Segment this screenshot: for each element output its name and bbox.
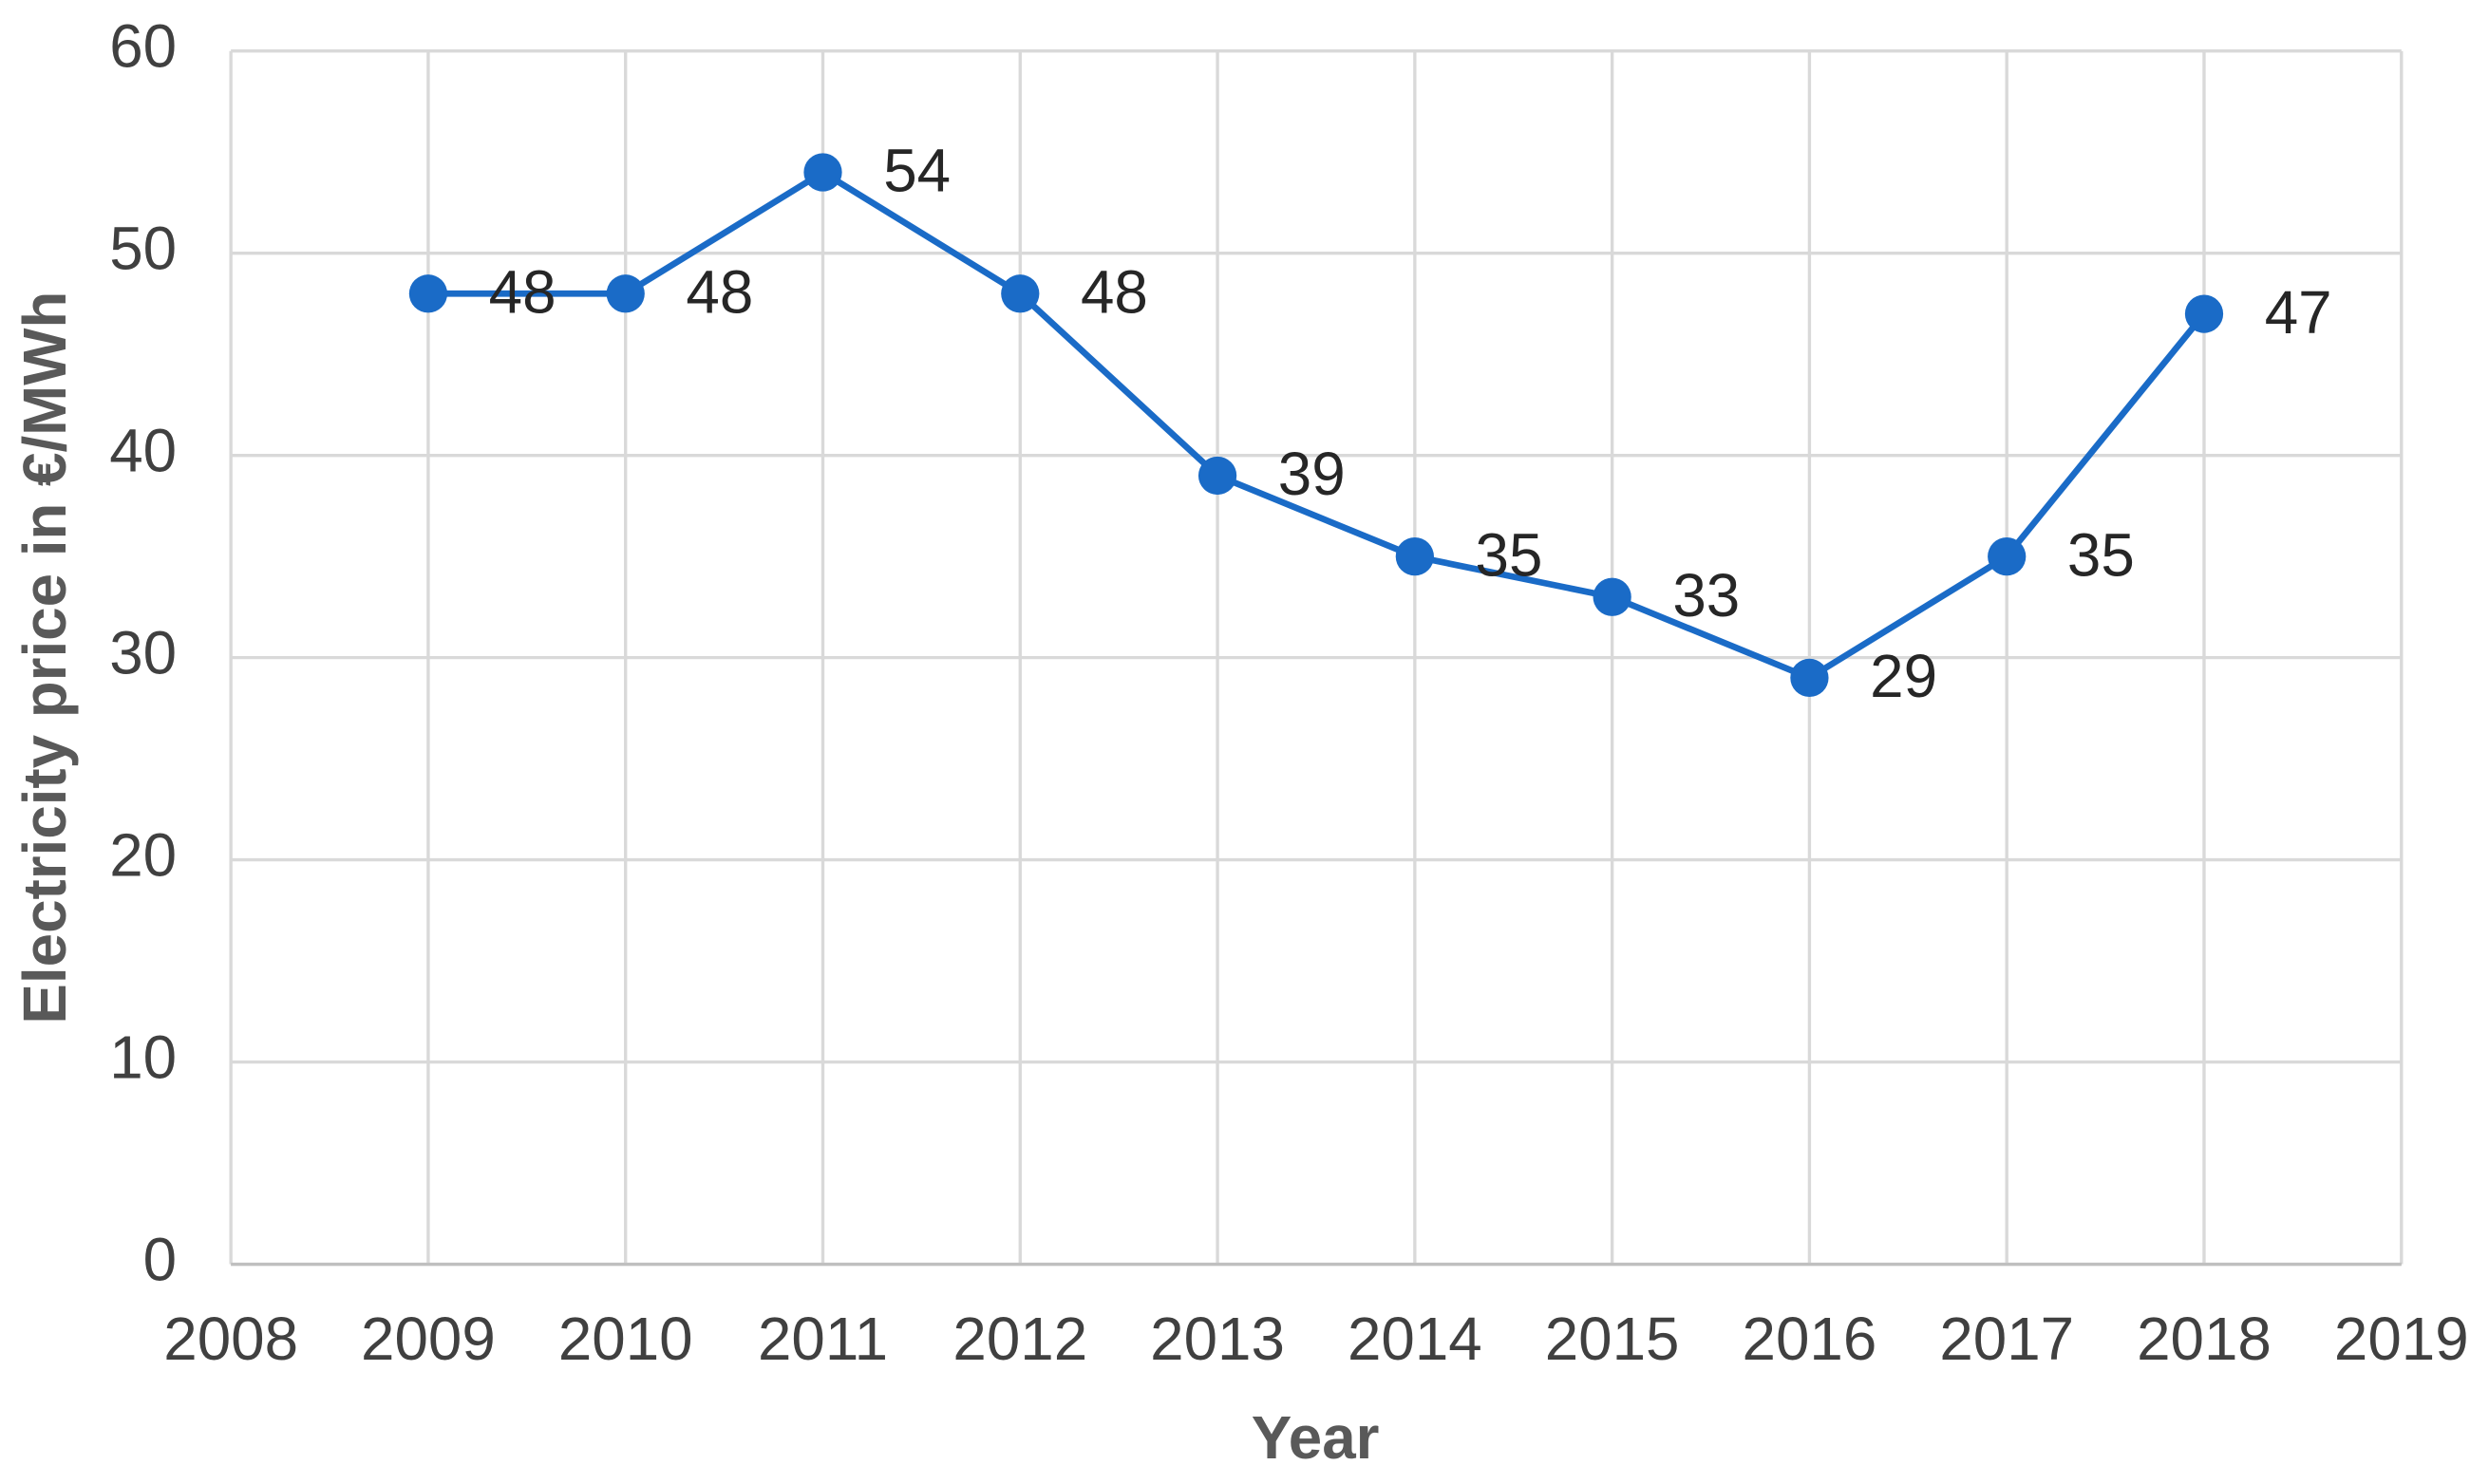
y-tick-label: 60: [109, 12, 177, 81]
y-tick-label: 10: [109, 1023, 177, 1091]
x-tick-label: 2009: [361, 1305, 496, 1373]
marker: [1790, 658, 1829, 698]
marker: [2184, 294, 2224, 333]
data-label: 29: [1870, 642, 1937, 710]
y-tick-label: 0: [143, 1225, 177, 1293]
marker: [1197, 456, 1237, 496]
x-tick-label: 2014: [1348, 1305, 1482, 1373]
x-tick-label: 2015: [1545, 1305, 1680, 1373]
data-label: 35: [2067, 520, 2135, 589]
x-tick-label: 2017: [1939, 1305, 2074, 1373]
data-label: 33: [1672, 561, 1740, 629]
data-label: 48: [686, 257, 753, 326]
x-tick-label: 2011: [758, 1305, 888, 1373]
data-label: 39: [1278, 440, 1346, 508]
x-tick-label: 2013: [1150, 1305, 1285, 1373]
y-tick-label: 40: [109, 416, 177, 484]
x-tick-label: 2018: [2137, 1305, 2272, 1373]
marker: [1001, 274, 1040, 313]
y-tick-label: 20: [109, 820, 177, 889]
y-axis-title: Electricity price in €/MWh: [10, 291, 79, 1024]
line: [427, 168, 2207, 682]
x-tick-label: 2010: [558, 1305, 693, 1373]
x-tick-label: 2008: [163, 1305, 298, 1373]
marker: [1593, 577, 1631, 616]
data-label: 54: [883, 137, 951, 205]
data-label: 48: [1081, 257, 1148, 326]
x-tick-label: 2016: [1743, 1305, 1877, 1373]
y-tick-label: 50: [109, 215, 177, 283]
x-axis-title: Year: [1252, 1403, 1380, 1472]
x-tick-label: 2012: [952, 1305, 1087, 1373]
x-tick-label: 2019: [2334, 1305, 2469, 1373]
marker: [1988, 537, 2027, 576]
marker: [1395, 537, 1434, 576]
data-label: 48: [489, 257, 556, 326]
y-tick-label: 30: [109, 618, 177, 686]
data-label: 47: [2265, 278, 2332, 347]
data-label: 35: [1476, 520, 1543, 589]
marker: [606, 274, 645, 313]
marker: [408, 274, 448, 313]
marker: [803, 153, 842, 192]
